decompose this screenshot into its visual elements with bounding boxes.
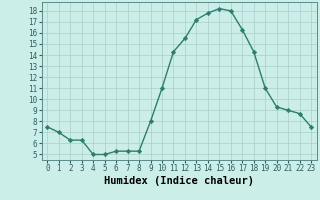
X-axis label: Humidex (Indice chaleur): Humidex (Indice chaleur) xyxy=(104,176,254,186)
